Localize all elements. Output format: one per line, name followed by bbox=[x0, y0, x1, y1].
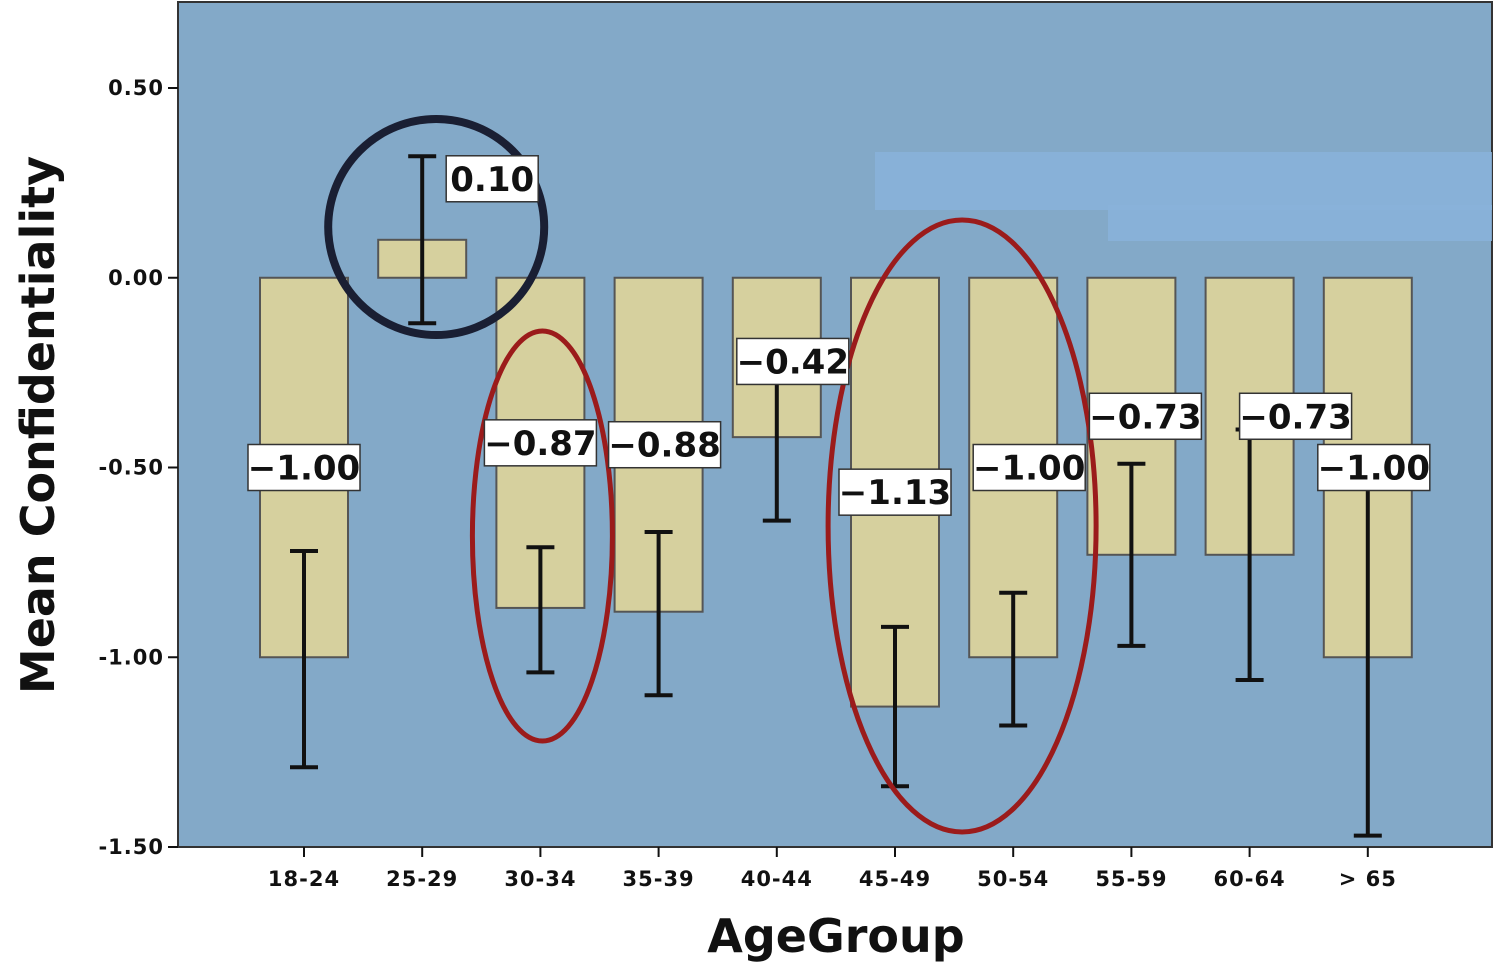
x-axis: 18-24 25-29 30-34 35-39 40-44 45-49 50-54 55-59… bbox=[268, 847, 1397, 891]
x-tick-label: > 65 bbox=[1339, 867, 1397, 891]
data-label-box bbox=[1238, 392, 1353, 441]
data-label-box bbox=[483, 419, 598, 467]
data-label-box bbox=[247, 443, 361, 492]
x-axis-title: AgeGroup bbox=[707, 909, 964, 963]
plot-highlight-band bbox=[1108, 205, 1492, 241]
x-tick-label: 18-24 bbox=[268, 867, 340, 891]
data-label: −0.73 bbox=[1089, 397, 1201, 437]
y-axis: 0.50 0.00 -0.50 -1.00 -1.50 bbox=[98, 76, 178, 859]
data-label: −1.00 bbox=[248, 449, 360, 489]
highlight-ellipse bbox=[825, 217, 1099, 835]
error-bars bbox=[290, 154, 1382, 838]
data-label: −0.73 bbox=[1239, 397, 1351, 437]
data-label-box bbox=[972, 443, 1086, 492]
y-tick-label: -1.00 bbox=[98, 645, 164, 669]
highlight-circle bbox=[324, 115, 549, 339]
x-tick-label: 25-29 bbox=[386, 867, 458, 891]
x-tick-label: 45-49 bbox=[859, 867, 931, 891]
data-label: −1.00 bbox=[1318, 449, 1430, 489]
data-label-box bbox=[607, 420, 722, 469]
x-tick-label: 40-44 bbox=[741, 867, 813, 891]
y-tick-label: 0.00 bbox=[108, 266, 164, 290]
x-tick-label: 55-59 bbox=[1095, 867, 1167, 891]
data-label: 0.10 bbox=[450, 160, 534, 200]
data-label-box bbox=[1088, 392, 1203, 441]
y-axis-title: Mean Confidentiality bbox=[11, 156, 65, 694]
data-label-box bbox=[736, 337, 850, 386]
y-tick-label: -1.50 bbox=[98, 835, 164, 859]
data-label-box bbox=[838, 468, 952, 516]
data-label-box bbox=[445, 155, 539, 203]
highlight-annotations bbox=[324, 115, 1099, 835]
data-label: −1.13 bbox=[839, 473, 951, 513]
x-tick-label: 60-64 bbox=[1214, 867, 1286, 891]
plot-highlight-band bbox=[875, 152, 1492, 210]
data-label: −1.00 bbox=[973, 449, 1085, 489]
highlight-ellipse bbox=[469, 328, 615, 744]
x-tick-label: 50-54 bbox=[977, 867, 1049, 891]
x-tick-label: 30-34 bbox=[504, 867, 576, 891]
x-tick-label: 35-39 bbox=[623, 867, 695, 891]
data-labels: −1.000.10−0.87 −0.88−0.42−1.13−1.00−0.73−… bbox=[247, 155, 1431, 516]
data-label: −0.87 bbox=[484, 424, 596, 464]
data-label: −0.42 bbox=[737, 342, 849, 382]
data-label-box bbox=[1317, 443, 1431, 492]
y-tick-label: 0.50 bbox=[108, 76, 164, 100]
data-label: −0.88 bbox=[608, 426, 720, 466]
y-tick-label: -0.50 bbox=[98, 456, 164, 480]
